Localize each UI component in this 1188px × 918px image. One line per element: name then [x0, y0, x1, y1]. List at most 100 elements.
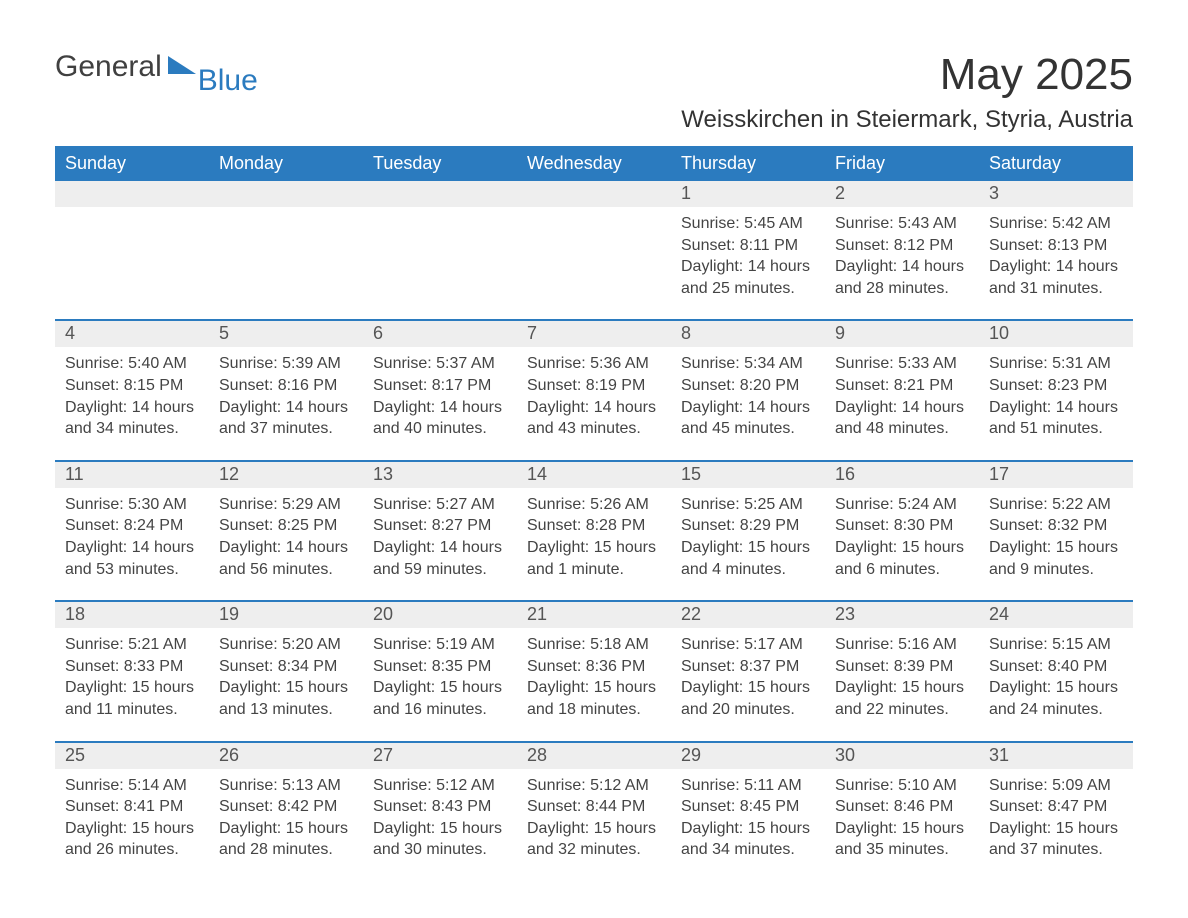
day-cell: Sunrise: 5:24 AMSunset: 8:30 PMDaylight:… [825, 488, 979, 600]
sunset-text: Sunset: 8:36 PM [527, 656, 661, 678]
dow-cell: Tuesday [363, 146, 517, 181]
sunset-text: Sunset: 8:39 PM [835, 656, 969, 678]
sunrise-text: Sunrise: 5:43 AM [835, 213, 969, 235]
sunrise-text: Sunrise: 5:33 AM [835, 353, 969, 375]
sunset-text: Sunset: 8:11 PM [681, 235, 815, 257]
sunrise-text: Sunrise: 5:30 AM [65, 494, 199, 516]
daylight-text: Daylight: 15 hours and 26 minutes. [65, 818, 199, 861]
sunset-text: Sunset: 8:19 PM [527, 375, 661, 397]
sunset-text: Sunset: 8:47 PM [989, 796, 1123, 818]
day-number: 19 [209, 602, 363, 628]
day-number: 9 [825, 321, 979, 347]
sunrise-text: Sunrise: 5:15 AM [989, 634, 1123, 656]
daynum-row: 45678910 [55, 321, 1133, 347]
week-row: 123Sunrise: 5:45 AMSunset: 8:11 PMDaylig… [55, 181, 1133, 319]
day-number [517, 181, 671, 207]
sunrise-text: Sunrise: 5:22 AM [989, 494, 1123, 516]
daynum-row: 18192021222324 [55, 602, 1133, 628]
day-cell [363, 207, 517, 319]
day-number: 16 [825, 462, 979, 488]
daylight-text: Daylight: 15 hours and 28 minutes. [219, 818, 353, 861]
sunset-text: Sunset: 8:20 PM [681, 375, 815, 397]
dow-cell: Monday [209, 146, 363, 181]
day-cell: Sunrise: 5:22 AMSunset: 8:32 PMDaylight:… [979, 488, 1133, 600]
sunrise-text: Sunrise: 5:13 AM [219, 775, 353, 797]
day-number: 13 [363, 462, 517, 488]
sunrise-text: Sunrise: 5:24 AM [835, 494, 969, 516]
day-number [55, 181, 209, 207]
week-row: 11121314151617Sunrise: 5:30 AMSunset: 8:… [55, 460, 1133, 600]
sunset-text: Sunset: 8:41 PM [65, 796, 199, 818]
day-number: 15 [671, 462, 825, 488]
logo-text-general: General [55, 52, 162, 82]
dow-cell: Saturday [979, 146, 1133, 181]
daylight-text: Daylight: 15 hours and 11 minutes. [65, 677, 199, 720]
sunset-text: Sunset: 8:35 PM [373, 656, 507, 678]
daylight-text: Daylight: 15 hours and 6 minutes. [835, 537, 969, 580]
header: General Blue May 2025 Weisskirchen in St… [55, 50, 1133, 134]
sunrise-text: Sunrise: 5:21 AM [65, 634, 199, 656]
day-cell: Sunrise: 5:14 AMSunset: 8:41 PMDaylight:… [55, 769, 209, 881]
day-cell: Sunrise: 5:30 AMSunset: 8:24 PMDaylight:… [55, 488, 209, 600]
title-block: May 2025 Weisskirchen in Steiermark, Sty… [681, 50, 1133, 134]
sunset-text: Sunset: 8:27 PM [373, 515, 507, 537]
day-number: 28 [517, 743, 671, 769]
day-cell: Sunrise: 5:16 AMSunset: 8:39 PMDaylight:… [825, 628, 979, 740]
sunrise-text: Sunrise: 5:18 AM [527, 634, 661, 656]
weeks-container: 123Sunrise: 5:45 AMSunset: 8:11 PMDaylig… [55, 181, 1133, 881]
day-number: 18 [55, 602, 209, 628]
daylight-text: Daylight: 14 hours and 59 minutes. [373, 537, 507, 580]
day-number: 2 [825, 181, 979, 207]
day-number: 12 [209, 462, 363, 488]
sunrise-text: Sunrise: 5:16 AM [835, 634, 969, 656]
daylight-text: Daylight: 14 hours and 53 minutes. [65, 537, 199, 580]
dow-cell: Thursday [671, 146, 825, 181]
day-cell: Sunrise: 5:37 AMSunset: 8:17 PMDaylight:… [363, 347, 517, 459]
day-cell: Sunrise: 5:43 AMSunset: 8:12 PMDaylight:… [825, 207, 979, 319]
day-cell: Sunrise: 5:10 AMSunset: 8:46 PMDaylight:… [825, 769, 979, 881]
day-cell: Sunrise: 5:18 AMSunset: 8:36 PMDaylight:… [517, 628, 671, 740]
dow-cell: Sunday [55, 146, 209, 181]
sunrise-text: Sunrise: 5:11 AM [681, 775, 815, 797]
day-cell: Sunrise: 5:36 AMSunset: 8:19 PMDaylight:… [517, 347, 671, 459]
daylight-text: Daylight: 15 hours and 22 minutes. [835, 677, 969, 720]
day-number: 24 [979, 602, 1133, 628]
sunrise-text: Sunrise: 5:20 AM [219, 634, 353, 656]
sunrise-text: Sunrise: 5:25 AM [681, 494, 815, 516]
day-cell: Sunrise: 5:19 AMSunset: 8:35 PMDaylight:… [363, 628, 517, 740]
sunset-text: Sunset: 8:23 PM [989, 375, 1123, 397]
location-subtitle: Weisskirchen in Steiermark, Styria, Aust… [681, 106, 1133, 134]
daylight-text: Daylight: 14 hours and 43 minutes. [527, 397, 661, 440]
week-row: 25262728293031Sunrise: 5:14 AMSunset: 8:… [55, 741, 1133, 881]
daylight-text: Daylight: 14 hours and 37 minutes. [219, 397, 353, 440]
day-number: 17 [979, 462, 1133, 488]
daylight-text: Daylight: 15 hours and 30 minutes. [373, 818, 507, 861]
day-cell: Sunrise: 5:11 AMSunset: 8:45 PMDaylight:… [671, 769, 825, 881]
daylight-text: Daylight: 14 hours and 40 minutes. [373, 397, 507, 440]
day-number: 30 [825, 743, 979, 769]
sunrise-text: Sunrise: 5:10 AM [835, 775, 969, 797]
day-cell: Sunrise: 5:15 AMSunset: 8:40 PMDaylight:… [979, 628, 1133, 740]
sunrise-text: Sunrise: 5:29 AM [219, 494, 353, 516]
daylight-text: Daylight: 15 hours and 16 minutes. [373, 677, 507, 720]
day-cell: Sunrise: 5:34 AMSunset: 8:20 PMDaylight:… [671, 347, 825, 459]
day-number: 22 [671, 602, 825, 628]
sunset-text: Sunset: 8:43 PM [373, 796, 507, 818]
day-cell: Sunrise: 5:40 AMSunset: 8:15 PMDaylight:… [55, 347, 209, 459]
logo: General Blue [55, 50, 262, 84]
sunset-text: Sunset: 8:29 PM [681, 515, 815, 537]
daynum-row: 11121314151617 [55, 462, 1133, 488]
sunset-text: Sunset: 8:34 PM [219, 656, 353, 678]
day-cell: Sunrise: 5:45 AMSunset: 8:11 PMDaylight:… [671, 207, 825, 319]
daylight-text: Daylight: 14 hours and 51 minutes. [989, 397, 1123, 440]
day-number: 26 [209, 743, 363, 769]
sunrise-text: Sunrise: 5:12 AM [527, 775, 661, 797]
daylight-text: Daylight: 15 hours and 32 minutes. [527, 818, 661, 861]
day-number [209, 181, 363, 207]
daynum-row: 123 [55, 181, 1133, 207]
day-cell: Sunrise: 5:39 AMSunset: 8:16 PMDaylight:… [209, 347, 363, 459]
daylight-text: Daylight: 15 hours and 35 minutes. [835, 818, 969, 861]
daylight-text: Daylight: 14 hours and 45 minutes. [681, 397, 815, 440]
sunrise-text: Sunrise: 5:36 AM [527, 353, 661, 375]
daylight-text: Daylight: 15 hours and 9 minutes. [989, 537, 1123, 580]
